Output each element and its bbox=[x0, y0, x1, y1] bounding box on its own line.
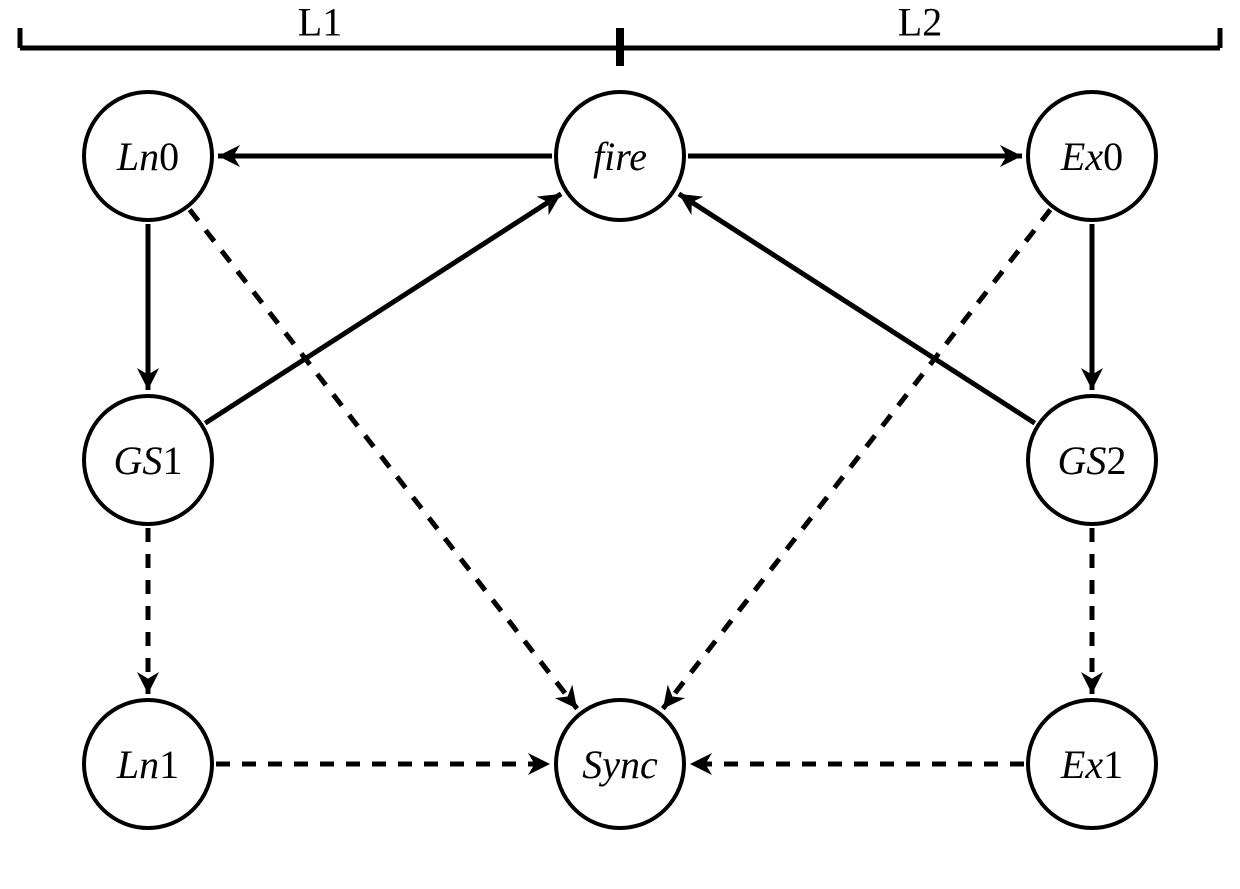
node-label: Sync bbox=[582, 742, 658, 787]
axis-label: L1 bbox=[298, 0, 342, 45]
node-GS2: GS2 bbox=[1028, 396, 1156, 524]
node-Ex0: Ex0 bbox=[1028, 92, 1156, 220]
edge-GS1-fire bbox=[205, 194, 561, 423]
axis-label: L2 bbox=[898, 0, 942, 45]
nodes: Ln0 fire Ex0 GS1 GS2 Ln1 Sync Ex1 bbox=[84, 92, 1156, 828]
diagram-canvas: L1 L2 Ln0 fire Ex0 GS1 GS2 Ln1 Sync Ex1 bbox=[0, 0, 1240, 889]
edges bbox=[148, 156, 1092, 764]
node-label: GS1 bbox=[114, 438, 183, 483]
node-Sync: Sync bbox=[556, 700, 684, 828]
edge-Ex0-Sync bbox=[663, 210, 1050, 709]
node-label: GS2 bbox=[1058, 438, 1127, 483]
node-label: Ln0 bbox=[116, 134, 179, 179]
edge-Ln0-Sync bbox=[190, 210, 577, 709]
node-Ex1: Ex1 bbox=[1028, 700, 1156, 828]
axis: L1 L2 bbox=[20, 0, 1220, 66]
edge-GS2-fire bbox=[679, 194, 1035, 423]
node-GS1: GS1 bbox=[84, 396, 212, 524]
node-label: fire bbox=[593, 134, 647, 179]
node-label: Ln1 bbox=[116, 742, 179, 787]
node-fire: fire bbox=[556, 92, 684, 220]
node-Ln1: Ln1 bbox=[84, 700, 212, 828]
node-label: Ex0 bbox=[1060, 134, 1123, 179]
node-label: Ex1 bbox=[1060, 742, 1123, 787]
node-Ln0: Ln0 bbox=[84, 92, 212, 220]
